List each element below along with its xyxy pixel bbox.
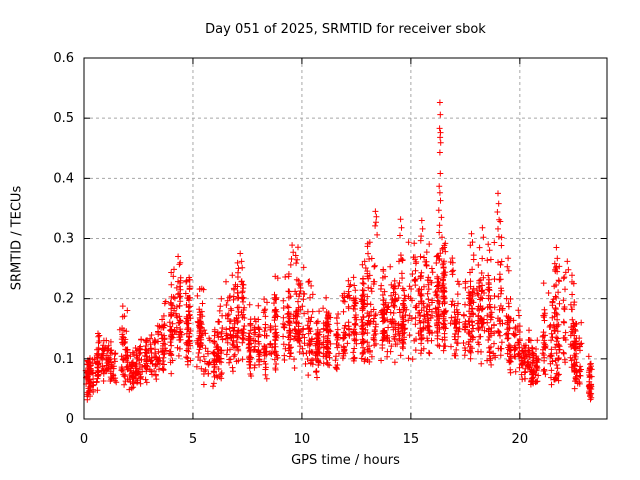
y-tick-label: 0.5 xyxy=(53,111,74,126)
y-tick-label: 0.4 xyxy=(53,171,74,186)
y-tick-label: 0.3 xyxy=(53,232,74,247)
x-tick-label: 10 xyxy=(294,432,311,447)
y-tick-label: 0.1 xyxy=(53,352,74,367)
x-axis-label: GPS time / hours xyxy=(291,453,400,468)
y-tick-label: 0.2 xyxy=(53,292,74,307)
chart-title: Day 051 of 2025, SRMTID for receiver sbo… xyxy=(205,22,486,37)
x-tick-label: 15 xyxy=(403,432,420,447)
x-tick-label: 20 xyxy=(512,432,529,447)
y-tick-label: 0 xyxy=(66,412,74,427)
scatter-points xyxy=(82,99,595,403)
x-tick-label: 5 xyxy=(189,432,197,447)
y-tick-label: 0.6 xyxy=(53,51,74,66)
x-tick-label: 0 xyxy=(80,432,88,447)
